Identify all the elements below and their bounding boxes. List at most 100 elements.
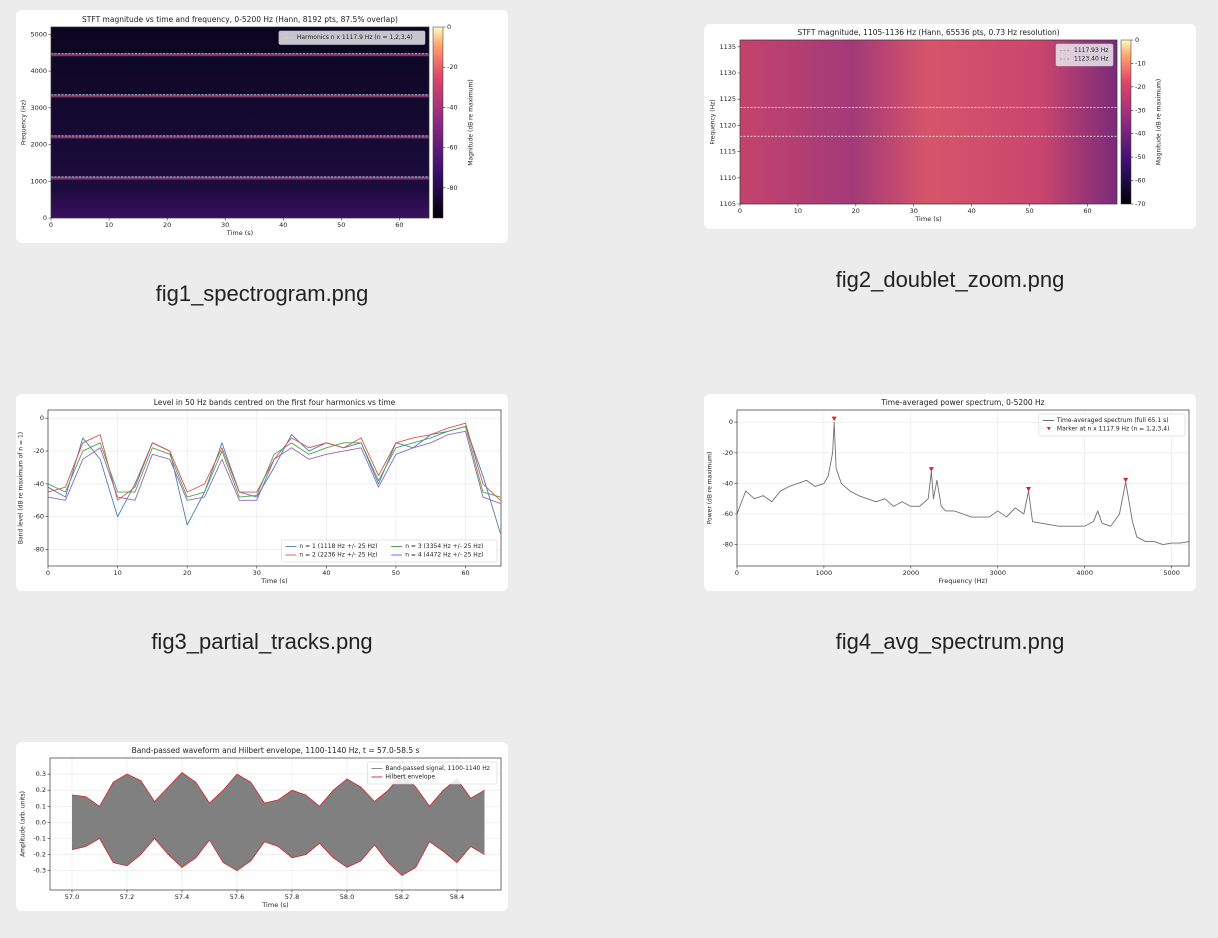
plot-frame	[49, 757, 502, 891]
legend-marker	[1046, 427, 1051, 431]
file-name: fig4_avg_spectrum.png	[835, 629, 1065, 654]
x-tick-label: 1000	[816, 569, 833, 577]
y-tick-label: 1125	[719, 95, 736, 103]
peak-marker	[831, 416, 837, 422]
x-tick-label: 3000	[989, 569, 1006, 577]
colorbar-tick-label: -40	[1135, 130, 1146, 138]
x-tick-label: 58.4	[450, 893, 464, 901]
series-line	[47, 430, 501, 505]
y-tick-label: 1130	[719, 69, 736, 77]
legend-box	[367, 761, 498, 785]
y-tick-label: 0	[43, 214, 47, 222]
x-tick-label: 50	[1025, 207, 1033, 215]
x-tick-label: 58.2	[395, 893, 409, 901]
colorbar-tick-label: -10	[1135, 59, 1146, 67]
legend-label: 1117.93 Hz	[1074, 47, 1108, 54]
x-tick-label: 40	[968, 207, 976, 215]
y-axis-label: Amplitude (arb. units)	[20, 791, 27, 857]
y-tick-label: 0	[40, 414, 44, 422]
series-line	[47, 425, 501, 498]
y-tick-label: -40	[33, 480, 44, 488]
y-tick-label: -0.1	[33, 834, 46, 842]
legend-label: n = 1 (1118 Hz +/- 25 Hz)	[299, 543, 377, 550]
figure: 0 10 20 30 40 50 60 1105 1110 1115 1120 1125 1130 113…	[710, 28, 1163, 223]
x-tick-label: 30	[221, 221, 229, 229]
image-card: 0 10 20 30 40 50 60 0 -20 -40 -60 -80 Level in 50 Hz…	[16, 394, 508, 591]
colorbar-tick-label: 0	[447, 23, 451, 31]
chart-title: STFT magnitude vs time and frequency, 0-…	[82, 15, 398, 24]
plot-frame	[50, 26, 430, 219]
x-tick-label: 10	[794, 207, 802, 215]
legend-box	[278, 30, 426, 45]
legend-label: n = 4 (4472 Hz +/- 25 Hz)	[405, 552, 483, 559]
x-tick-label: 10	[113, 569, 121, 577]
y-tick-label: 1135	[719, 43, 736, 51]
y-tick-label: -60	[33, 513, 44, 521]
image-card: 0 1000 2000 3000 4000 5000 0 -20 -40 -60 -80 Time-a…	[704, 394, 1196, 591]
y-tick-label: 0	[729, 418, 733, 426]
x-tick-label: 0	[738, 207, 742, 215]
x-tick-label: 20	[183, 569, 191, 577]
y-tick-label: 1105	[719, 200, 736, 208]
x-tick-label: 20	[163, 221, 171, 229]
chart-title: Time-averaged power spectrum, 0-5200 Hz	[880, 398, 1044, 407]
y-tick-label: -40	[722, 479, 733, 487]
colorbar-label: Magnitude (dB re maximum)	[1156, 79, 1163, 165]
peak-marker	[1123, 477, 1129, 483]
colorbar-tick-label: 0	[1135, 36, 1139, 44]
x-tick-label: 0	[735, 569, 739, 577]
y-tick-label: -0.2	[33, 851, 46, 859]
x-tick-label: 57.6	[230, 893, 244, 901]
y-tick-label: 5000	[30, 30, 47, 38]
figure: 0 10 20 30 40 50 60 0 -20 -40 -60 -80 Level in 50 Hz…	[18, 398, 502, 585]
x-tick-label: 0	[49, 221, 53, 229]
x-tick-label: 5000	[1163, 569, 1180, 577]
legend-label: Hilbert envelope	[385, 774, 435, 781]
colorbar-tick-label: -20	[1135, 83, 1146, 91]
y-axis-label: Frequency (Hz)	[710, 99, 717, 144]
colorbar-label: Magnitude (dB re maximum)	[468, 79, 475, 165]
colorbar-tick-label: -50	[1135, 153, 1146, 161]
x-tick-label: 30	[910, 207, 918, 215]
y-axis-label: Frequency (Hz)	[21, 100, 28, 145]
legend-label: Marker at n x 1117.9 Hz (n = 1,2,3,4)	[1057, 426, 1170, 433]
peak-marker	[928, 467, 934, 472]
y-tick-label: 1120	[719, 121, 736, 129]
plot-frame	[47, 409, 502, 567]
spectrogram-image	[740, 40, 1117, 204]
y-tick-label: -80	[33, 546, 44, 554]
x-axis-label: Time (s)	[260, 577, 287, 585]
y-tick-label: 1110	[719, 174, 736, 182]
x-axis-label: Time (s)	[261, 901, 288, 909]
x-tick-label: 50	[392, 569, 400, 577]
series-line	[736, 421, 1190, 546]
x-tick-label: 0	[46, 569, 50, 577]
y-tick-label: 1000	[30, 177, 47, 185]
y-tick-label: 2000	[30, 141, 47, 149]
x-axis-label: Time (s)	[226, 229, 253, 237]
chart-title: Band-passed waveform and Hilbert envelop…	[132, 746, 420, 755]
x-tick-label: 30	[253, 569, 261, 577]
image-card: 0 10 20 30 40 50 60 1105 1110 1115 1120 1125 1130 113…	[704, 24, 1196, 229]
x-tick-label: 50	[337, 221, 345, 229]
signal-fill	[72, 772, 485, 876]
x-tick-label: 60	[1083, 207, 1091, 215]
x-tick-label: 4000	[1076, 569, 1093, 577]
x-tick-label: 2000	[903, 569, 920, 577]
file-name: fig1_spectrogram.png	[155, 281, 369, 306]
y-tick-label: 1115	[719, 148, 736, 156]
legend-label: Band-passed signal, 1100-1140 Hz	[385, 765, 490, 772]
legend-label: n = 2 (2236 Hz +/- 25 Hz)	[299, 552, 377, 559]
figure: 0 10 20 30 40 50 60 0 1000 2000 3000 4000 5000 STFT m…	[21, 15, 475, 237]
y-tick-label: 3000	[30, 104, 47, 112]
y-tick-label: 0.1	[36, 802, 46, 810]
chart-title: Level in 50 Hz bands centred on the firs…	[154, 398, 396, 407]
file-name: fig2_doublet_zoom.png	[835, 267, 1065, 292]
x-tick-label: 20	[852, 207, 860, 215]
colorbar-tick-label: -40	[447, 103, 458, 111]
legend-label: Harmonics n x 1117.9 Hz (n = 1,2,3,4)	[297, 34, 413, 41]
legend-box	[1055, 43, 1114, 67]
plot-frame	[739, 39, 1118, 205]
y-tick-label: 0.0	[36, 818, 46, 826]
file-name: fig3_partial_tracks.png	[151, 629, 373, 654]
